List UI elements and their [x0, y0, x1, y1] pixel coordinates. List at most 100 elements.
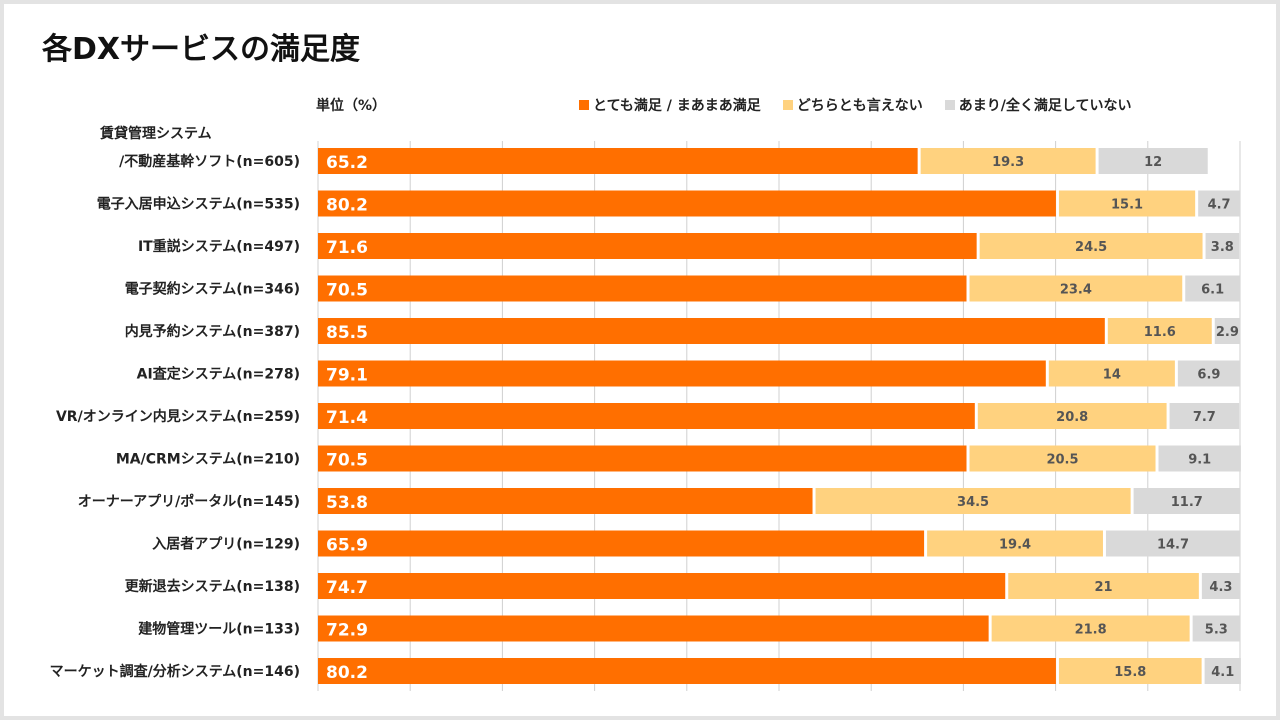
data-label: 65.9: [326, 536, 368, 556]
bar-segment: [318, 403, 975, 429]
bar-segment: [977, 403, 1167, 429]
data-label: 20.5: [1046, 453, 1078, 468]
bar-segment: [1058, 658, 1202, 684]
data-label: 14: [1103, 368, 1121, 383]
category-label: MA/CRMシステム(n=210): [116, 452, 300, 468]
data-label: 15.1: [1111, 198, 1143, 213]
bar-segment: [979, 233, 1203, 259]
bar-segment: [991, 615, 1190, 642]
data-label: 24.5: [1075, 240, 1107, 255]
bar-segment: [318, 233, 977, 259]
bar-segment: [318, 573, 1006, 599]
bar-segment: [920, 148, 1096, 174]
data-label: 9.1: [1188, 453, 1211, 468]
data-label: 6.1: [1201, 283, 1224, 298]
bar-segment: [318, 488, 813, 514]
bar-segment: [1201, 573, 1240, 599]
bar-segment: [318, 318, 1105, 344]
legend-label-dissatisfied: あまり/全く満足していない: [958, 98, 1132, 114]
bar-segment: [1204, 658, 1241, 684]
bar-segment: [1107, 318, 1212, 344]
data-label: 34.5: [957, 495, 989, 510]
category-label: 更新退去システム(n=138): [125, 578, 300, 595]
data-label: 14.7: [1157, 538, 1189, 553]
bar-segment: [1008, 573, 1199, 599]
data-label: 2.9: [1216, 325, 1239, 340]
category-label: 賃貸管理システム: [99, 125, 212, 142]
data-label: 23.4: [1060, 283, 1092, 298]
category-label: AI査定システム(n=278): [137, 366, 300, 383]
data-label: 70.5: [326, 451, 368, 471]
data-label: 74.7: [326, 578, 368, 598]
data-label: 4.7: [1208, 198, 1231, 213]
category-label: オーナーアプリ/ポータル(n=145): [78, 493, 300, 510]
data-label: 53.8: [326, 493, 368, 513]
data-label: 19.4: [999, 538, 1031, 553]
legend-swatch-neutral: [782, 100, 793, 110]
category-label: 電子契約システム(n=346): [125, 281, 300, 298]
category-label: /不動産基幹ソフト(n=605): [119, 153, 300, 170]
bar-segment: [318, 148, 918, 174]
data-label: 79.1: [326, 366, 368, 386]
bar-segment: [318, 615, 989, 642]
data-label: 80.2: [326, 663, 368, 683]
bar-segment: [969, 275, 1183, 302]
bar-segment: [318, 190, 1056, 217]
bar-segment: [318, 275, 967, 302]
data-label: 5.3: [1205, 623, 1228, 638]
legend-item-dissatisfied: あまり/全く満足していない: [944, 95, 1132, 115]
data-label: 4.1: [1211, 665, 1234, 680]
bar-segment: [1185, 275, 1240, 302]
bar-segment: [1058, 190, 1196, 217]
data-label: 15.8: [1114, 665, 1146, 680]
chart-title: 各DXサービスの満足度: [42, 32, 361, 67]
data-label: 72.9: [326, 621, 368, 641]
bar-segment: [1105, 530, 1240, 557]
data-label: 11.6: [1144, 325, 1176, 340]
bar-segment: [1169, 403, 1240, 429]
data-label: 70.5: [326, 281, 368, 301]
bar-segment: [969, 445, 1156, 472]
category-label: VR/オンライン内見システム(n=259): [56, 408, 300, 425]
legend-swatch-dissatisfied: [944, 100, 955, 110]
bar-segment: [1192, 615, 1240, 642]
data-label: 65.2: [326, 153, 368, 173]
data-label: 6.9: [1197, 368, 1220, 383]
bar-segment: [318, 360, 1046, 387]
bar-segment: [815, 488, 1131, 514]
bar-segment: [1133, 488, 1240, 514]
data-label: 12: [1144, 155, 1162, 170]
bar-segment: [927, 530, 1103, 557]
data-label: 21: [1094, 580, 1112, 595]
data-label: 71.4: [326, 408, 368, 428]
data-label: 71.6: [326, 238, 368, 258]
bar-segment: [318, 658, 1056, 684]
category-label: 内見予約システム(n=387): [125, 323, 300, 340]
data-label: 4.3: [1209, 580, 1232, 595]
legend-label-satisfied: とても満足 / まあまあ満足: [593, 98, 761, 114]
bar-segment: [318, 445, 967, 472]
bar-segment: [1177, 360, 1240, 387]
category-label: 電子入居申込システム(n=535): [97, 196, 300, 213]
data-label: 85.5: [326, 323, 368, 343]
data-label: 11.7: [1171, 495, 1203, 510]
data-label: 19.3: [992, 155, 1024, 170]
bar-segment: [1158, 445, 1241, 472]
bar-segment: [318, 530, 925, 557]
bar-segment: [1198, 190, 1240, 217]
legend-item-satisfied: とても満足 / まあまあ満足: [579, 95, 761, 115]
data-label: 21.8: [1075, 623, 1107, 638]
legend-label-neutral: どちらとも言えない: [796, 98, 923, 114]
bar-segment: [1214, 318, 1240, 344]
data-label: 7.7: [1193, 410, 1216, 425]
legend-swatch-satisfied: [579, 100, 589, 110]
category-label: IT重説システム(n=497): [138, 238, 300, 255]
legend-item-neutral: どちらとも言えない: [782, 95, 923, 115]
bar-segment: [1098, 148, 1208, 174]
category-label: 建物管理ツール(n=133): [138, 621, 300, 638]
data-label: 3.8: [1211, 240, 1234, 255]
unit-label: 単位（%）: [316, 98, 387, 114]
category-label: 入居者アプリ(n=129): [152, 537, 300, 553]
data-label: 80.2: [326, 196, 368, 216]
